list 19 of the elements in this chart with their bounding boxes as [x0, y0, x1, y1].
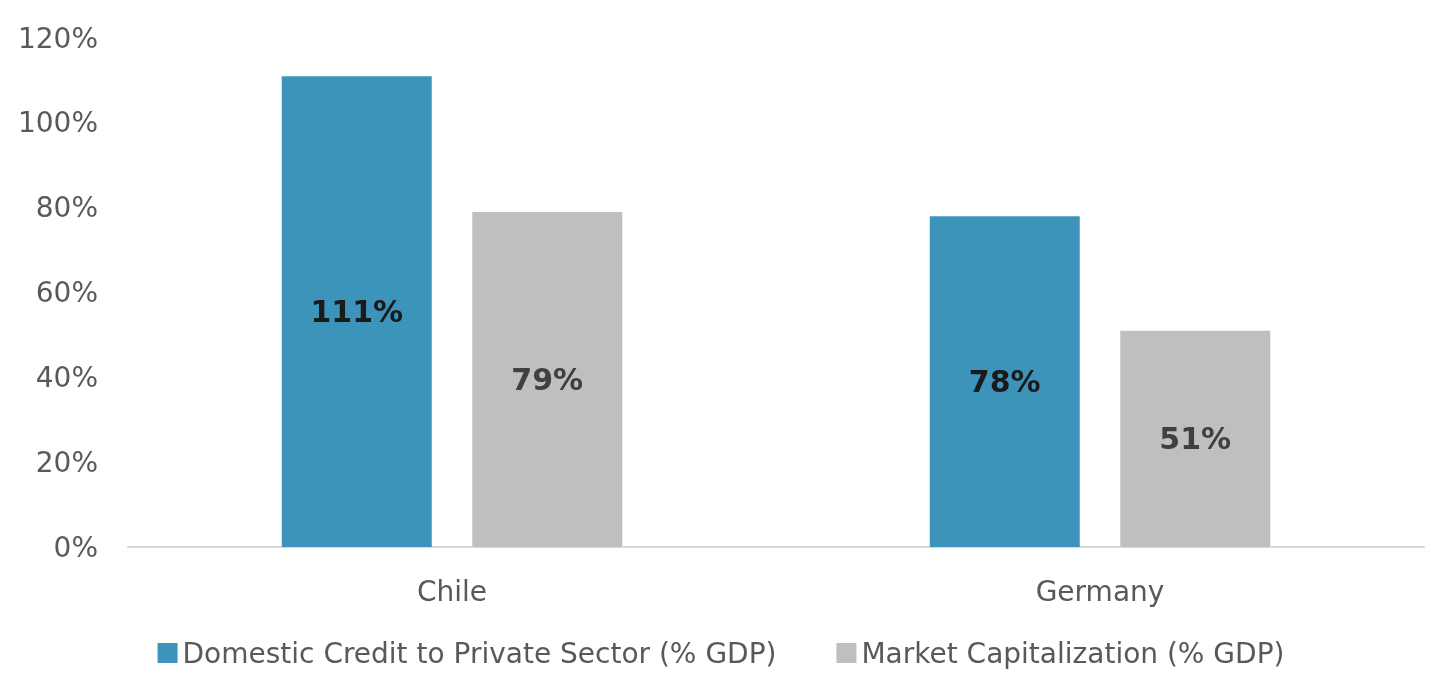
bar	[472, 211, 623, 547]
y-tick-label: 40%	[35, 360, 98, 394]
bar	[281, 76, 432, 547]
y-tick-label: 20%	[35, 445, 98, 479]
y-tick-label: 80%	[35, 191, 98, 225]
data-label: 111%	[310, 294, 404, 330]
legend-label: Domestic Credit to Private Sector (% GDP)	[182, 636, 777, 670]
y-tick-label: 100%	[17, 106, 98, 140]
bar	[1120, 330, 1271, 547]
x-tick-label: Chile	[416, 574, 488, 608]
data-label: 78%	[968, 364, 1041, 400]
y-tick-label: 60%	[35, 276, 98, 309]
data-label: 51%	[1159, 421, 1232, 457]
y-tick-label: 0%	[53, 530, 98, 564]
legend-label: Market Capitalization (% GDP)	[861, 636, 1285, 670]
y-tick-label: 120%	[17, 21, 98, 55]
bar	[929, 216, 1080, 547]
data-label: 79%	[511, 361, 584, 397]
x-tick-label: Germany	[1035, 574, 1165, 608]
